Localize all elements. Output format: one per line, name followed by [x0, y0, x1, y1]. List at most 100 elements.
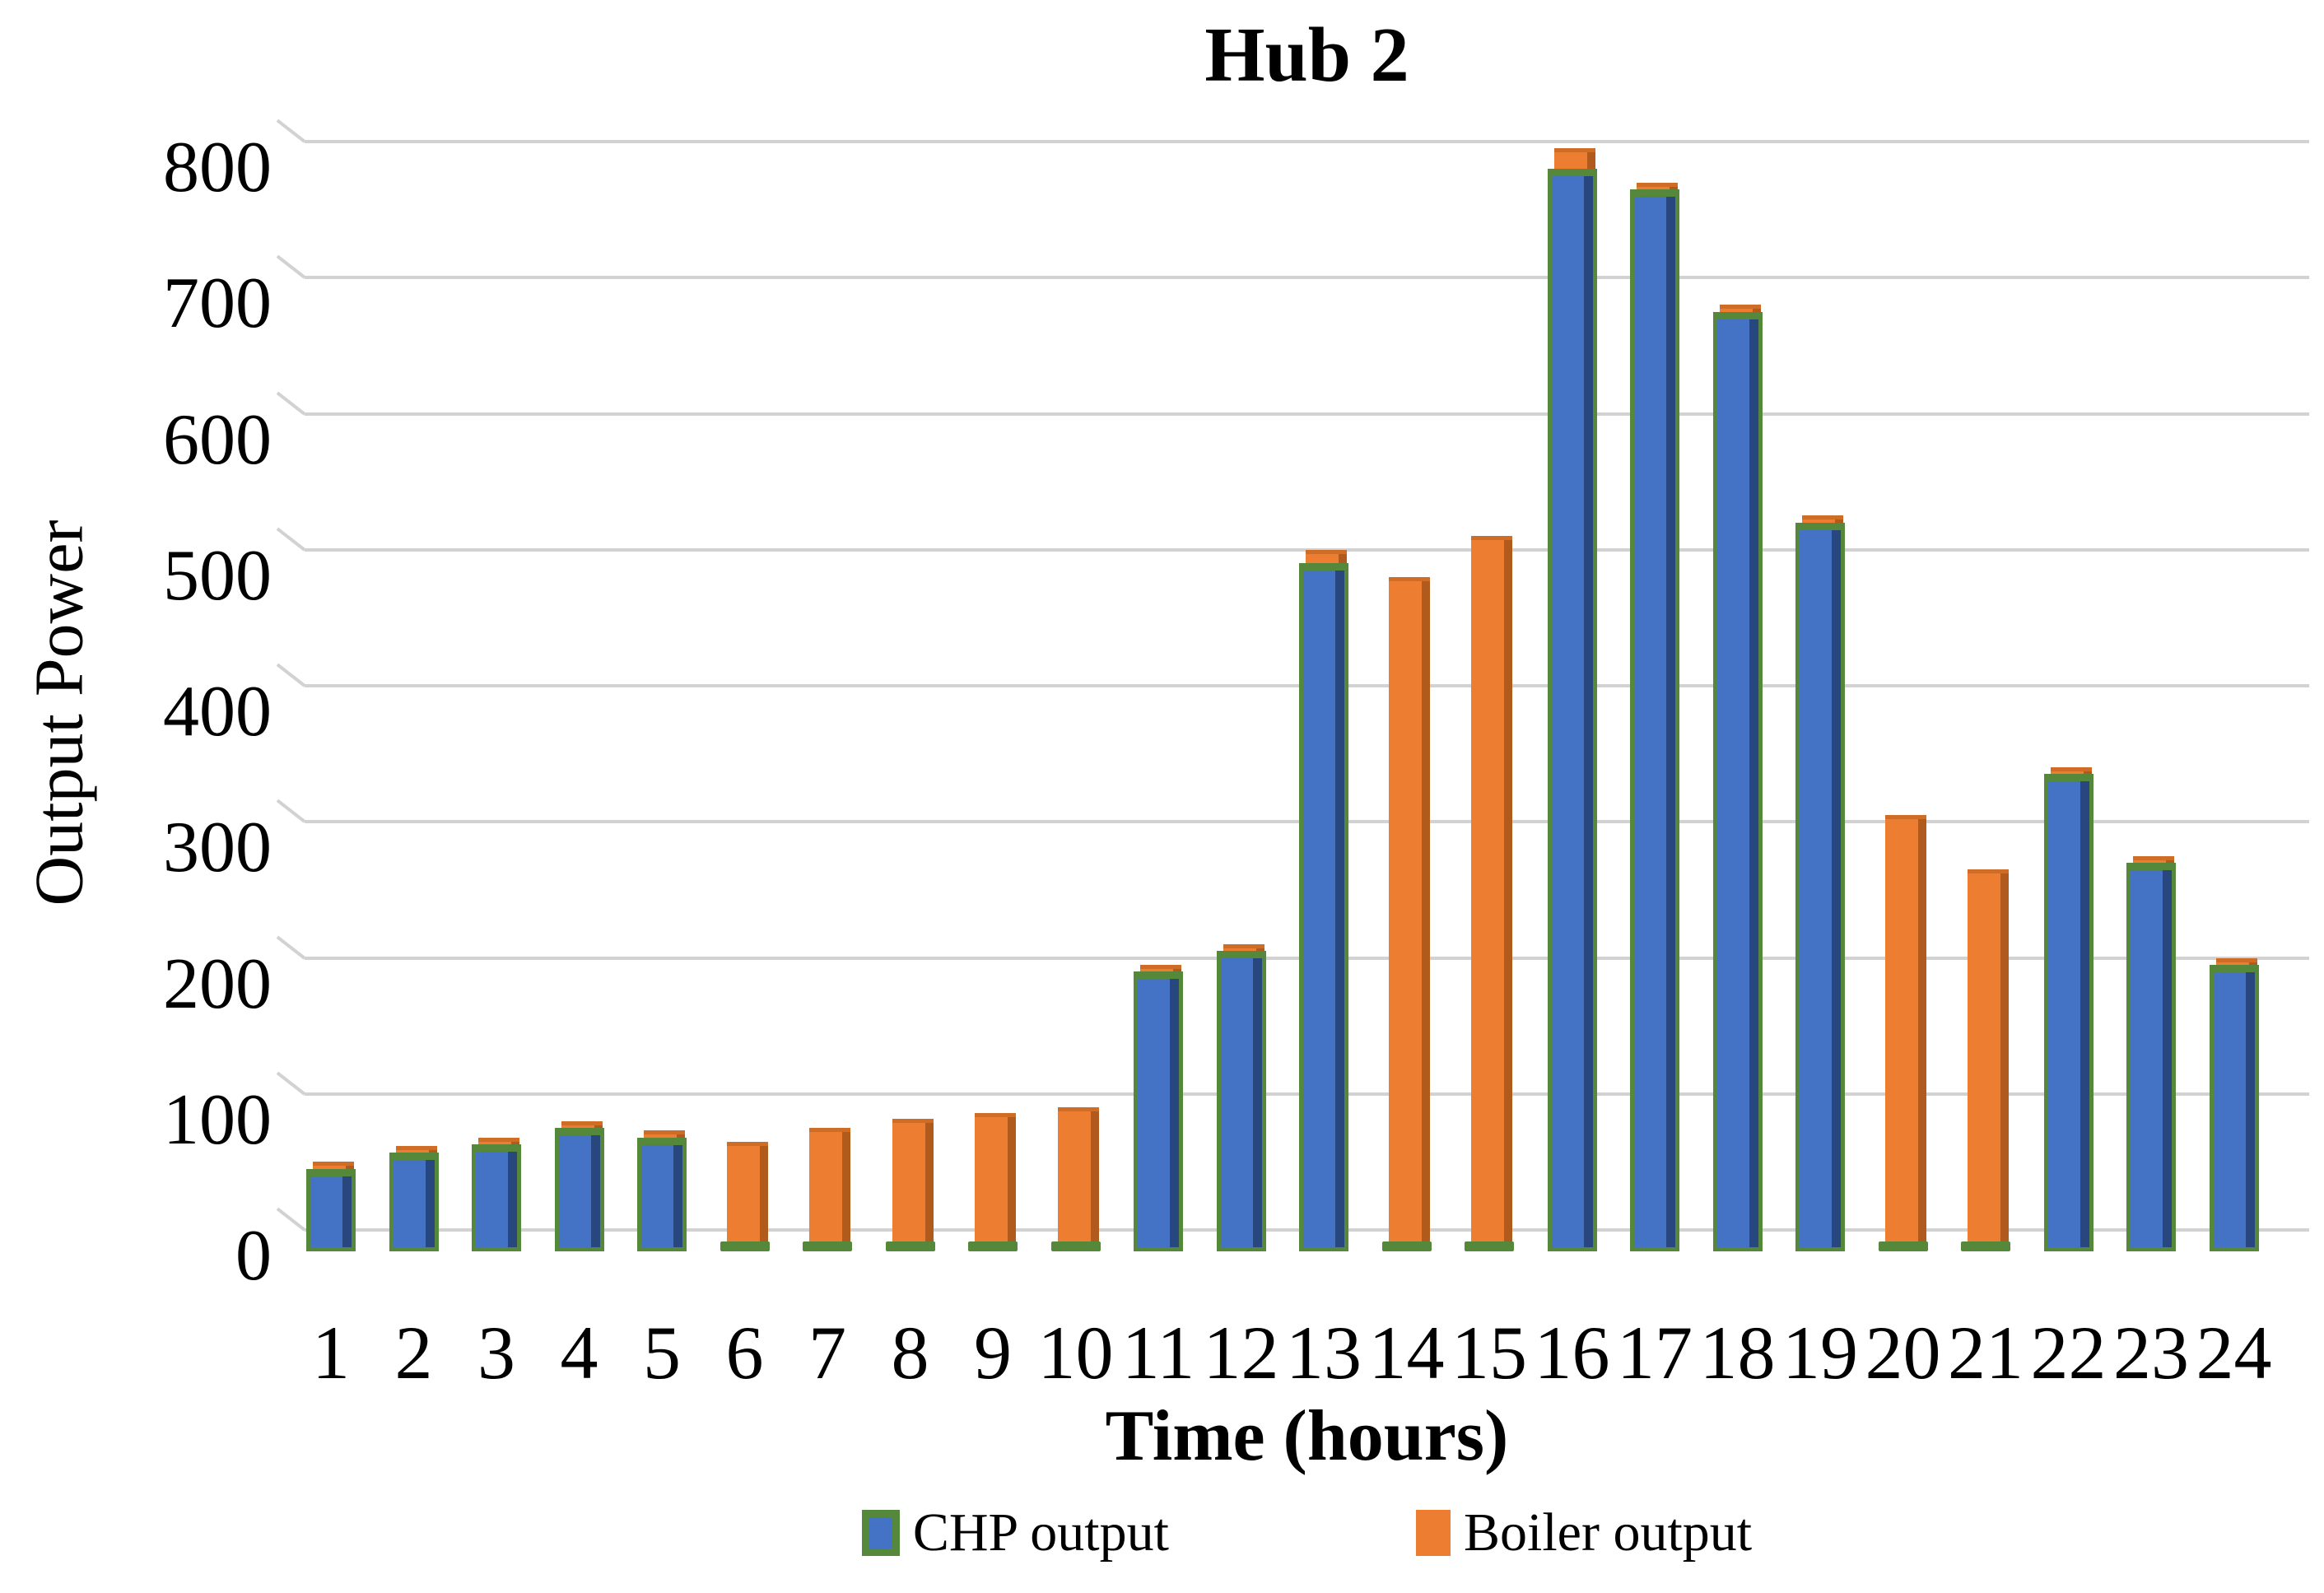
bar-boiler-hour-6 — [726, 1141, 768, 1241]
bar-group-hour-15 — [1465, 142, 1514, 1251]
bar-boiler-hour-7 — [809, 1128, 850, 1241]
x-axis-title: Time (hours) — [1105, 1396, 1509, 1476]
bar-chp-hour-23 — [2126, 862, 2176, 1251]
gridline-700 — [305, 276, 2309, 280]
y-axis-tick-label-800: 800 — [163, 128, 272, 207]
bar-chp-hour-11 — [1134, 971, 1183, 1251]
x-axis-tick-label-6: 6 — [725, 1311, 764, 1395]
x-axis-tick-label-16: 16 — [1534, 1311, 1610, 1395]
bar-group-hour-5 — [637, 142, 687, 1251]
bar-group-hour-10 — [1050, 142, 1101, 1251]
bar-boiler-hour-21 — [1968, 869, 2009, 1241]
x-axis-tick-label-21: 21 — [1948, 1311, 2024, 1395]
bar-group-hour-20 — [1878, 142, 1928, 1251]
x-axis-tick-label-19: 19 — [1782, 1311, 1858, 1395]
bar-chp-hour-4 — [554, 1128, 604, 1251]
bar-group-hour-9 — [968, 142, 1018, 1251]
gridline-800 — [305, 140, 2309, 143]
chart-title: Hub 2 — [1204, 12, 1409, 98]
legend-item-boiler: Boiler output — [1415, 1502, 1753, 1563]
y-axis-tick-label-300: 300 — [163, 808, 272, 888]
bar-chp-hour-14 — [1381, 1241, 1432, 1251]
bar-group-hour-22 — [2043, 142, 2093, 1251]
bar-chp-hour-12 — [1216, 951, 1266, 1251]
bar-group-hour-2 — [389, 142, 439, 1251]
x-axis-tick-label-1: 1 — [312, 1311, 350, 1395]
bar-chp-hour-24 — [2209, 964, 2259, 1251]
bar-group-hour-8 — [885, 142, 935, 1251]
y-axis-tick-label-600: 600 — [163, 399, 272, 480]
x-axis-tick-label-5: 5 — [643, 1311, 681, 1395]
legend-item-chp: CHP output — [861, 1502, 1169, 1563]
bar-chp-hour-20 — [1878, 1241, 1928, 1251]
x-axis-tick-label-4: 4 — [560, 1311, 598, 1395]
bar-boiler-hour-8 — [892, 1118, 934, 1241]
bar-boiler-hour-14 — [1388, 576, 1430, 1241]
legend-label-chp: CHP output — [912, 1502, 1169, 1563]
bar-group-hour-23 — [2126, 142, 2176, 1251]
x-axis-tick-label-17: 17 — [1617, 1311, 1693, 1395]
y-axis-tick-label-500: 500 — [163, 535, 272, 616]
boiler-swatch-icon — [1415, 1510, 1451, 1556]
y-axis-tick-label-100: 100 — [163, 1079, 272, 1160]
bar-chp-hour-2 — [389, 1152, 439, 1251]
bar-chp-hour-17 — [1630, 189, 1679, 1251]
bars-layer — [305, 142, 2309, 1251]
bar-boiler-hour-20 — [1884, 815, 1926, 1241]
x-axis-tick-label-2: 2 — [394, 1311, 433, 1395]
bar-group-hour-17 — [1630, 142, 1679, 1251]
y-axis-tick-label-200: 200 — [163, 943, 272, 1024]
bar-group-hour-18 — [1712, 142, 1763, 1251]
bar-chp-hour-21 — [1961, 1241, 2010, 1251]
x-axis-tick-label-10: 10 — [1037, 1311, 1114, 1395]
bar-group-hour-7 — [803, 142, 852, 1251]
bar-group-hour-13 — [1299, 142, 1348, 1251]
bar-boiler-hour-9 — [975, 1112, 1016, 1241]
x-axis-tick-label-20: 20 — [1865, 1311, 1941, 1395]
bar-group-hour-12 — [1216, 142, 1266, 1251]
bar-chp-hour-15 — [1465, 1241, 1514, 1251]
bar-group-hour-21 — [1961, 142, 2010, 1251]
bar-boiler-hour-15 — [1471, 536, 1512, 1241]
bar-group-hour-14 — [1381, 142, 1432, 1251]
bar-group-hour-11 — [1134, 142, 1183, 1251]
chp-swatch-icon — [861, 1510, 900, 1556]
bar-group-hour-19 — [1795, 142, 1845, 1251]
bar-chp-hour-19 — [1795, 522, 1845, 1251]
bar-chp-hour-8 — [885, 1241, 935, 1251]
bar-chp-hour-18 — [1712, 311, 1763, 1251]
bar-boiler-hour-10 — [1057, 1107, 1099, 1241]
bar-chp-hour-16 — [1547, 169, 1597, 1251]
bar-group-hour-1 — [306, 142, 356, 1251]
bar-group-hour-6 — [720, 142, 770, 1251]
x-axis-tick-label-15: 15 — [1451, 1311, 1527, 1395]
x-axis-tick-label-13: 13 — [1286, 1311, 1362, 1395]
legend-label-boiler: Boiler output — [1463, 1502, 1753, 1563]
x-axis-tick-label-12: 12 — [1203, 1311, 1279, 1395]
bar-chp-hour-6 — [720, 1241, 770, 1251]
x-axis-tick-label-22: 22 — [2030, 1311, 2107, 1395]
y-axis-tick-label-400: 400 — [163, 672, 272, 752]
bar-chp-hour-9 — [968, 1241, 1018, 1251]
x-axis-tick-label-11: 11 — [1121, 1311, 1195, 1395]
bar-group-hour-4 — [554, 142, 604, 1251]
bar-group-hour-16 — [1547, 142, 1597, 1251]
bar-chp-hour-13 — [1299, 563, 1348, 1251]
x-axis-tick-label-7: 7 — [808, 1311, 846, 1395]
x-axis-tick-label-18: 18 — [1699, 1311, 1776, 1395]
x-axis-tick-label-8: 8 — [891, 1311, 929, 1395]
bar-chp-hour-3 — [472, 1144, 521, 1251]
bar-chp-hour-7 — [803, 1241, 852, 1251]
y-axis-tick-label-700: 700 — [163, 263, 272, 344]
bar-group-hour-3 — [472, 142, 521, 1251]
x-axis-tick-labels: 1 2 3 4 5 6 7 8 9 10 11 12 13 14 15 16 17 18 19 20 21 22 23 24 — [305, 1307, 2309, 1406]
bar-chp-hour-10 — [1050, 1241, 1101, 1251]
bar-chp-hour-22 — [2043, 774, 2093, 1251]
x-axis-tick-label-23: 23 — [2113, 1311, 2189, 1395]
bar-chp-hour-1 — [306, 1168, 356, 1251]
bar-chp-hour-5 — [637, 1137, 687, 1251]
legend: CHP output Boiler output — [305, 1492, 2309, 1574]
x-axis-tick-label-9: 9 — [974, 1311, 1012, 1395]
x-axis-tick-label-24: 24 — [2196, 1311, 2272, 1395]
